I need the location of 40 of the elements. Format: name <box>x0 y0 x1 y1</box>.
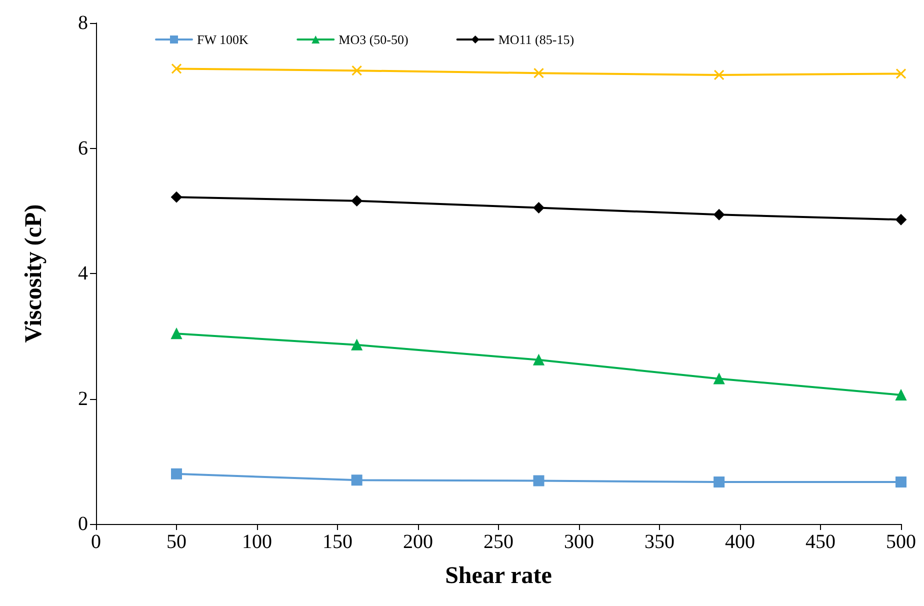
x-tick-label: 100 <box>242 531 272 553</box>
x-tick-label: 50 <box>166 531 186 553</box>
point <box>714 476 725 488</box>
point <box>533 202 544 214</box>
y-tick-label: 6 <box>78 137 88 160</box>
point <box>351 339 362 350</box>
point <box>171 63 182 74</box>
y-tick-label: 4 <box>78 262 88 284</box>
point <box>351 195 362 206</box>
point <box>896 389 906 400</box>
point <box>896 476 906 488</box>
point <box>896 214 906 226</box>
x-tick-label: 400 <box>725 531 755 553</box>
y-tick-label: 2 <box>78 388 88 410</box>
x-tick-label: 450 <box>806 531 836 553</box>
point <box>351 474 362 486</box>
legend-label: FW 100K <box>197 32 250 47</box>
point <box>352 65 362 76</box>
point <box>171 468 182 480</box>
x-tick-label: 500 <box>886 531 916 553</box>
legend-label: MO11 (85-15) <box>498 32 574 47</box>
point <box>714 70 724 80</box>
y-tick-label: 0 <box>78 513 88 535</box>
x-tick-label: 250 <box>484 531 514 553</box>
point <box>533 475 544 486</box>
x-tick-label: 200 <box>403 531 433 553</box>
point <box>533 354 544 366</box>
point <box>714 209 725 220</box>
point <box>171 328 182 340</box>
y-tick-label: 8 <box>78 12 88 34</box>
x-tick-label: 300 <box>564 531 594 553</box>
point <box>714 373 725 384</box>
x-tick-label: 350 <box>644 531 674 553</box>
legend-label: MO3 (50-50) <box>338 32 408 47</box>
point <box>171 192 182 203</box>
point <box>896 68 906 80</box>
point <box>533 68 544 78</box>
x-axis-title: Shear rate <box>445 563 552 589</box>
x-tick-label: 150 <box>322 531 352 553</box>
y-axis-title: Viscosity (cP) <box>21 204 47 343</box>
